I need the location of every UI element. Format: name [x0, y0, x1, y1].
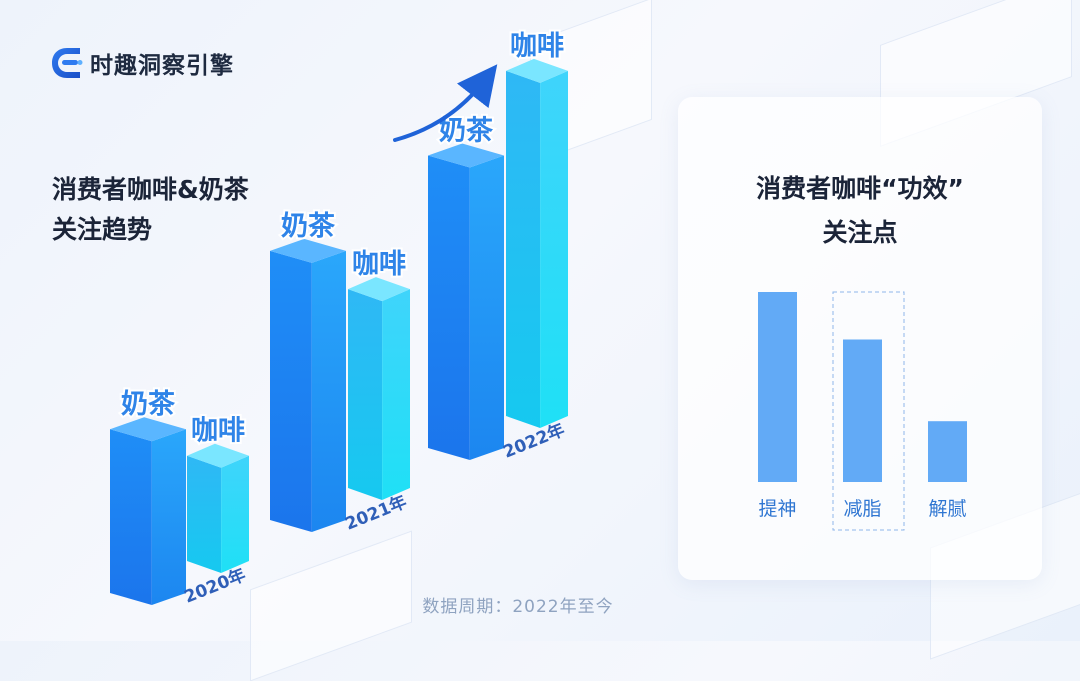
series-label: 咖啡 [352, 249, 406, 280]
bar-front-face [428, 155, 470, 460]
bar-side-face [469, 155, 504, 460]
bar-side-face [382, 289, 410, 500]
effect-category-label: 提神 [758, 498, 796, 520]
effect-bar-chart: 提神 减脂 解腻 [758, 291, 967, 531]
trend-arrow [393, 64, 498, 142]
bar-top-face [270, 238, 346, 263]
bar-top-face [110, 417, 186, 442]
bar-side-face [151, 429, 186, 605]
series-label: 奶茶 [439, 116, 494, 147]
bar-front-face [348, 289, 383, 500]
bar-top-face [506, 58, 568, 83]
series-label: 奶茶 [121, 389, 176, 420]
bar-top-face [348, 277, 410, 302]
bar-coffee-2020 [187, 443, 249, 573]
left-chart-title-line2: 关注趋势 [52, 215, 153, 244]
effect-panel: 消费者咖啡“功效” 关注点 提神 减脂 解腻 [678, 97, 1042, 580]
effect-bar [758, 292, 797, 482]
bar-milk-tea-2022 [428, 143, 504, 460]
effect-panel-title-line2: 关注点 [822, 218, 898, 247]
bar-coffee-2022 [506, 58, 568, 428]
effect-panel-title-line1: 消费者咖啡“功效” [756, 174, 964, 203]
bar-milk-tea-2021 [270, 238, 346, 532]
bar-top-face [187, 443, 249, 468]
bar-milk-tea-2020 [110, 417, 186, 605]
bar-front-face [110, 429, 152, 605]
left-chart-title: 消费者咖啡&奶茶 关注趋势 [52, 170, 249, 250]
data-period-note: 数据周期：2022年至今 [422, 597, 614, 617]
series-label: 咖啡 [510, 31, 564, 62]
bar-front-face [187, 455, 222, 573]
bar-side-face [540, 70, 568, 428]
effect-bar [928, 421, 967, 482]
brand-name: 时趣洞察引擎 [90, 53, 234, 79]
left-chart-title-line1: 消费者咖啡&奶茶 [52, 175, 249, 204]
bar-front-face [506, 70, 541, 428]
brand-logo-icon [52, 48, 83, 78]
bar-front-face [270, 250, 312, 532]
effect-bar [843, 339, 882, 482]
series-label: 奶茶 [281, 211, 336, 242]
brand-logo: 时趣洞察引擎 [50, 46, 234, 80]
bar-side-face [221, 455, 249, 573]
effect-category-label: 减脂 [843, 498, 881, 520]
footnote: 数据周期：2022年至今 [0, 592, 1036, 617]
bar-top-face [428, 143, 504, 168]
bar-side-face [311, 250, 346, 532]
bar-coffee-2021 [348, 277, 410, 500]
effect-panel-title: 消费者咖啡“功效” 关注点 [678, 167, 1042, 255]
highlight-frame [832, 291, 905, 531]
series-label: 咖啡 [191, 416, 245, 447]
effect-category-label: 解腻 [928, 498, 966, 520]
